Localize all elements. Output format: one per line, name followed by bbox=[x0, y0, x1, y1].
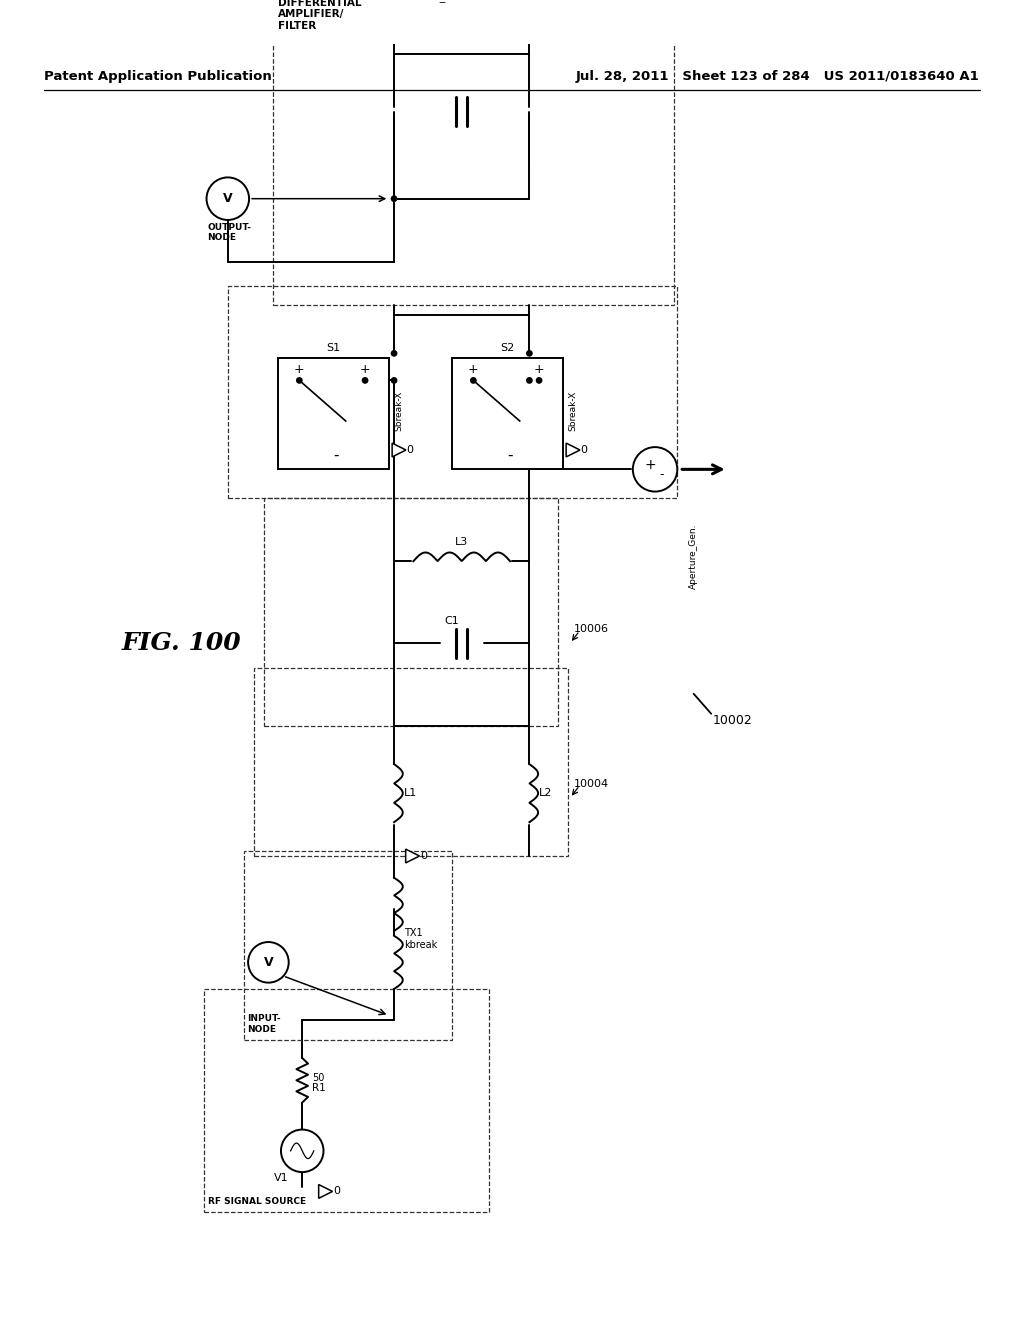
Text: L1: L1 bbox=[403, 788, 417, 799]
Bar bbox=[254, 668, 568, 855]
Text: V1: V1 bbox=[273, 1173, 289, 1183]
Text: -: - bbox=[507, 447, 513, 462]
Polygon shape bbox=[318, 1184, 333, 1199]
Bar bbox=[452, 358, 563, 470]
Text: +: + bbox=[359, 363, 371, 376]
Bar bbox=[204, 990, 488, 1212]
Text: -: - bbox=[659, 467, 665, 480]
Circle shape bbox=[281, 1130, 324, 1172]
Text: +: + bbox=[294, 363, 305, 376]
Circle shape bbox=[633, 447, 677, 491]
Text: 0: 0 bbox=[581, 445, 588, 455]
Bar bbox=[245, 851, 452, 1040]
Circle shape bbox=[536, 378, 543, 384]
Text: L2: L2 bbox=[539, 788, 552, 799]
Bar bbox=[279, 358, 389, 470]
Text: 0: 0 bbox=[333, 1187, 340, 1196]
Text: S2: S2 bbox=[500, 343, 514, 354]
Circle shape bbox=[207, 177, 249, 220]
Text: 0: 0 bbox=[420, 851, 427, 861]
Text: Aperture_Gen.: Aperture_Gen. bbox=[689, 524, 698, 589]
Text: S1: S1 bbox=[326, 343, 340, 354]
Text: INPUT-
NODE: INPUT- NODE bbox=[247, 1015, 281, 1034]
Polygon shape bbox=[392, 444, 406, 457]
Text: Patent Application Publication: Patent Application Publication bbox=[44, 70, 272, 83]
Circle shape bbox=[391, 195, 397, 202]
Text: Sbreak-X: Sbreak-X bbox=[568, 391, 578, 432]
Circle shape bbox=[361, 378, 369, 384]
Text: kbreak: kbreak bbox=[403, 940, 437, 950]
Text: OUTPUT-
NODE: OUTPUT- NODE bbox=[208, 223, 252, 243]
Circle shape bbox=[391, 350, 397, 356]
Text: 0: 0 bbox=[407, 445, 414, 455]
Circle shape bbox=[248, 942, 289, 982]
Text: V: V bbox=[223, 193, 232, 205]
Text: Jul. 28, 2011   Sheet 123 of 284   US 2011/0183640 A1: Jul. 28, 2011 Sheet 123 of 284 US 2011/0… bbox=[577, 70, 980, 83]
Circle shape bbox=[296, 378, 303, 384]
Text: +: + bbox=[644, 458, 656, 471]
Text: Sbreak-X: Sbreak-X bbox=[394, 391, 403, 432]
Text: +: + bbox=[534, 363, 545, 376]
Text: 10002: 10002 bbox=[713, 714, 753, 727]
Text: V: V bbox=[263, 956, 273, 969]
Circle shape bbox=[526, 350, 532, 356]
Bar bbox=[273, 0, 675, 305]
Text: +: + bbox=[468, 363, 478, 376]
Text: FIG. 100: FIG. 100 bbox=[122, 631, 241, 655]
Text: C1: C1 bbox=[444, 616, 460, 626]
Text: -: - bbox=[334, 447, 339, 462]
Circle shape bbox=[391, 378, 397, 384]
Text: L3: L3 bbox=[455, 537, 468, 546]
Text: 10006: 10006 bbox=[573, 624, 609, 634]
Text: 50: 50 bbox=[312, 1073, 325, 1084]
Text: R_L: R_L bbox=[432, 0, 453, 3]
Text: 10004: 10004 bbox=[573, 779, 609, 788]
Text: RF SIGNAL SOURCE: RF SIGNAL SOURCE bbox=[208, 1197, 305, 1206]
Text: DIFFERENTIAL
AMPLIFIER/
FILTER: DIFFERENTIAL AMPLIFIER/ FILTER bbox=[279, 0, 361, 30]
Text: TX1: TX1 bbox=[403, 928, 422, 939]
Bar bbox=[227, 285, 677, 499]
Circle shape bbox=[526, 378, 532, 384]
Text: R1: R1 bbox=[312, 1082, 326, 1093]
Polygon shape bbox=[566, 444, 580, 457]
Bar bbox=[263, 499, 558, 726]
Circle shape bbox=[470, 378, 477, 384]
Polygon shape bbox=[406, 849, 420, 863]
